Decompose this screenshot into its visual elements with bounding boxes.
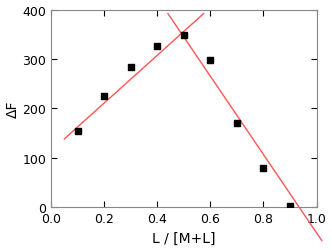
Point: [234, 122, 239, 126]
X-axis label: L / [M+L]: L / [M+L]: [152, 230, 215, 244]
Point: [75, 130, 80, 134]
Point: [155, 44, 160, 48]
Point: [102, 94, 107, 98]
Point: [261, 166, 266, 170]
Y-axis label: ΔF: ΔF: [6, 100, 20, 117]
Point: [181, 34, 187, 38]
Point: [287, 204, 292, 208]
Point: [128, 66, 133, 70]
Point: [208, 59, 213, 63]
